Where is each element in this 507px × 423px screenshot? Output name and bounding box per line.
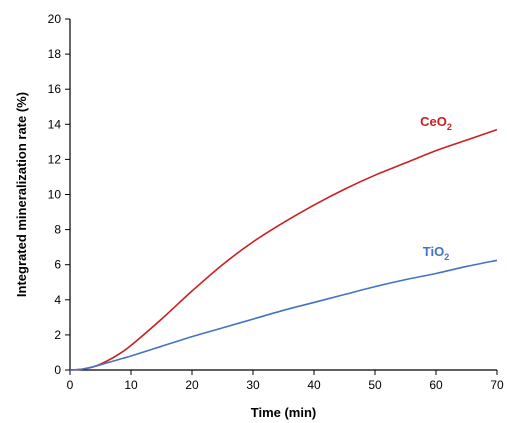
y-tick-label: 12 <box>48 152 62 166</box>
x-tick-label: 30 <box>246 378 260 392</box>
series-layer: CeO2 TiO2 <box>69 114 498 371</box>
series-line-ceo2 <box>69 128 498 371</box>
y-tick-label: 16 <box>48 82 62 96</box>
series-line-tio2 <box>69 259 498 371</box>
series-label-ceo2: CeO2 <box>420 114 452 132</box>
series-label-tio2: TiO2 <box>423 244 449 262</box>
y-tick-label: 2 <box>54 328 61 342</box>
x-tick-label: 70 <box>490 378 504 392</box>
y-tick-label: 0 <box>54 363 61 377</box>
axes: 0 2 4 6 8 10 12 14 16 18 20 0 10 20 30 40 50 60 70 <box>48 12 504 392</box>
y-tick-label: 14 <box>48 117 62 131</box>
y-tick-label: 4 <box>54 293 61 307</box>
x-tick-label: 10 <box>124 378 138 392</box>
y-tick-label: 8 <box>54 223 61 237</box>
x-axis-title: Time (min) <box>251 405 317 420</box>
x-tick-label: 50 <box>368 378 382 392</box>
x-tick-label: 20 <box>185 378 199 392</box>
y-tick-label: 20 <box>48 12 62 26</box>
y-tick-label: 6 <box>54 258 61 272</box>
y-tick-label: 18 <box>48 47 62 61</box>
y-tick-label: 10 <box>48 188 62 202</box>
x-tick-label: 60 <box>429 378 443 392</box>
y-axis-title: Integrated mineralization rate (%) <box>14 92 29 297</box>
x-tick-label: 40 <box>307 378 321 392</box>
x-tick-label: 0 <box>67 378 74 392</box>
